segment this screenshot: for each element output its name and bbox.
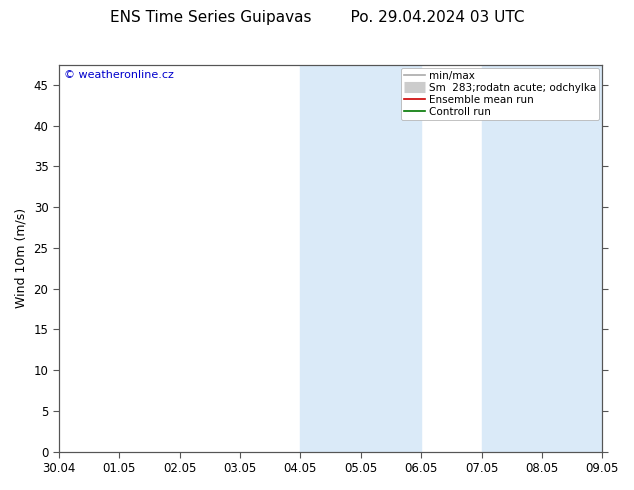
Bar bbox=[361, 65, 421, 452]
Text: © weatheronline.cz: © weatheronline.cz bbox=[64, 71, 174, 80]
Text: ENS Time Series Guipavas        Po. 29.04.2024 03 UTC: ENS Time Series Guipavas Po. 29.04.2024 … bbox=[110, 10, 524, 25]
Bar bbox=[482, 65, 542, 452]
Bar bbox=[301, 65, 361, 452]
Legend: min/max, Sm  283;rodatn acute; odchylka, Ensemble mean run, Controll run: min/max, Sm 283;rodatn acute; odchylka, … bbox=[401, 68, 599, 120]
Y-axis label: Wind 10m (m/s): Wind 10m (m/s) bbox=[15, 208, 28, 308]
Bar bbox=[542, 65, 602, 452]
